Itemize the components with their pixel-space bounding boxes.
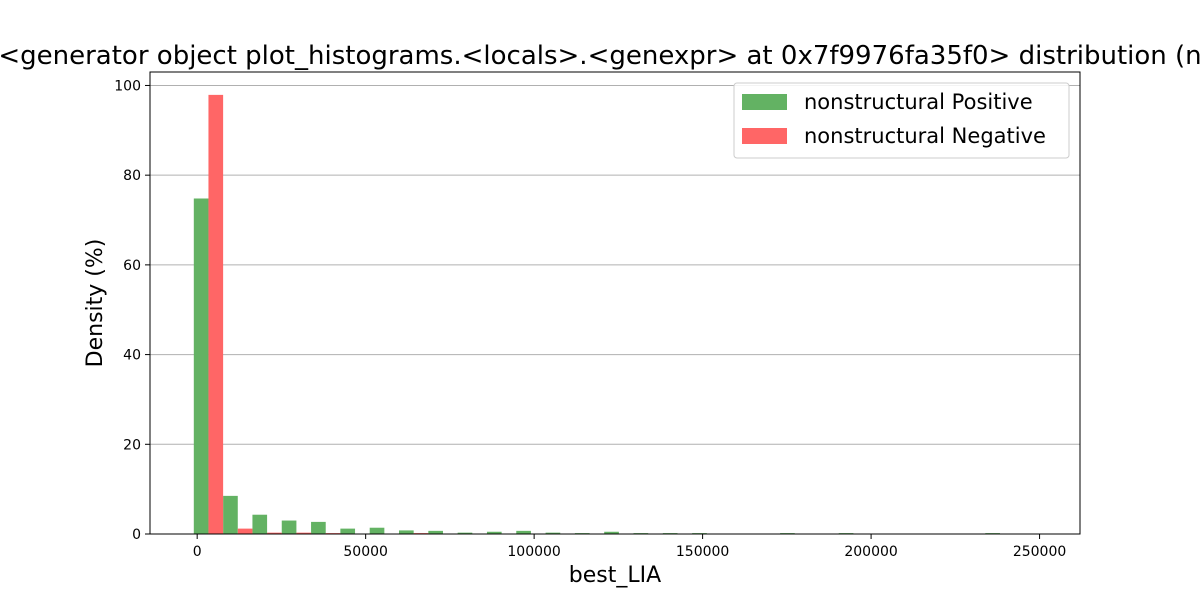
- y-tick-label-2: 40: [123, 348, 141, 364]
- legend-label-negative: nonstructural Negative: [804, 124, 1046, 148]
- bar-positive-5: [340, 529, 355, 534]
- legend-swatch-negative: [742, 128, 787, 144]
- bar-positive-1: [223, 496, 238, 534]
- bar-positive-7: [399, 530, 414, 534]
- x-tick-label-4: 200000: [844, 544, 897, 560]
- legend: nonstructural Positive nonstructural Neg…: [734, 83, 1069, 158]
- bar-positive-2: [252, 515, 267, 534]
- bar-negative-1: [238, 529, 253, 534]
- y-tick-label-3: 60: [123, 258, 141, 274]
- y-tick-label-5: 100: [114, 78, 141, 94]
- y-tick-label-0: 0: [132, 527, 141, 543]
- x-tick-label-3: 150000: [676, 544, 729, 560]
- bar-positive-6: [370, 528, 385, 534]
- bar-positive-3: [282, 521, 297, 534]
- x-tick-label-1: 50000: [343, 544, 388, 560]
- x-tick-label-0: 0: [193, 544, 202, 560]
- bar-positive-0: [194, 198, 209, 534]
- legend-swatch-positive: [742, 94, 787, 110]
- x-tick-label-2: 100000: [507, 544, 560, 560]
- chart-title: <generator object plot_histograms.<local…: [0, 41, 1200, 71]
- y-tick-label-4: 80: [123, 168, 141, 184]
- bars: [194, 95, 1000, 534]
- y-tick-label-1: 20: [123, 437, 141, 453]
- y-ticks: 0 20 40 60 80 100: [114, 78, 150, 543]
- x-axis-label: best_LIA: [569, 563, 661, 588]
- x-ticks: 0 50000 100000 150000 200000 250000: [193, 534, 1067, 560]
- y-axis-label: Density (%): [83, 239, 108, 368]
- x-tick-label-5: 250000: [1013, 544, 1066, 560]
- legend-label-positive: nonstructural Positive: [804, 90, 1033, 114]
- bar-negative-0: [208, 95, 223, 534]
- bar-positive-4: [311, 522, 326, 534]
